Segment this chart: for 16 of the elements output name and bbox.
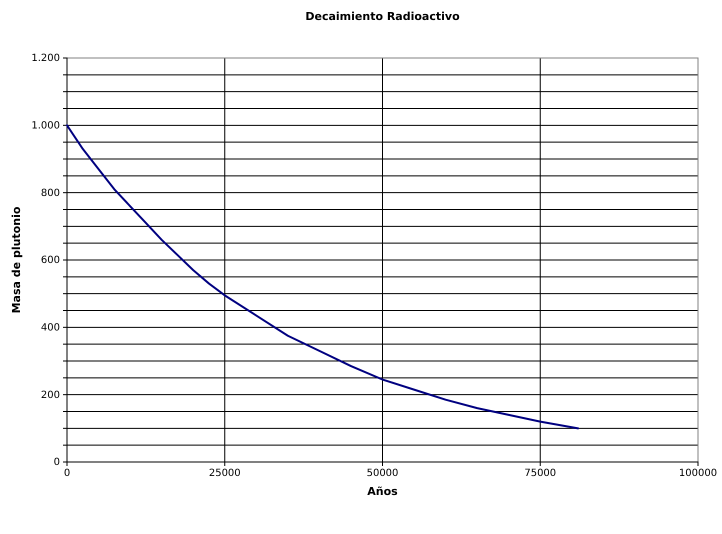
x-tick-label: 25000 <box>208 468 241 480</box>
x-axis-title: Años <box>367 485 398 498</box>
y-tick-label: 800 <box>40 188 60 199</box>
y-tick-label: 400 <box>40 322 60 334</box>
y-tick-label: 1.200 <box>31 53 60 64</box>
y-tick-label: 1.000 <box>31 120 60 132</box>
x-tick-label: 0 <box>64 468 70 480</box>
chart-title: Decaimiento Radioactivo <box>305 10 460 23</box>
y-tick-label: 200 <box>40 390 60 401</box>
x-tick-label: 100000 <box>678 468 718 480</box>
y-tick-label: 600 <box>40 255 60 266</box>
x-tick-label: 50000 <box>366 468 398 480</box>
line-series <box>66 124 580 430</box>
x-tick-label: 75000 <box>524 468 556 480</box>
y-tick-label: 0 <box>54 457 60 468</box>
y-axis-title: Masa de plutonio <box>10 206 23 314</box>
